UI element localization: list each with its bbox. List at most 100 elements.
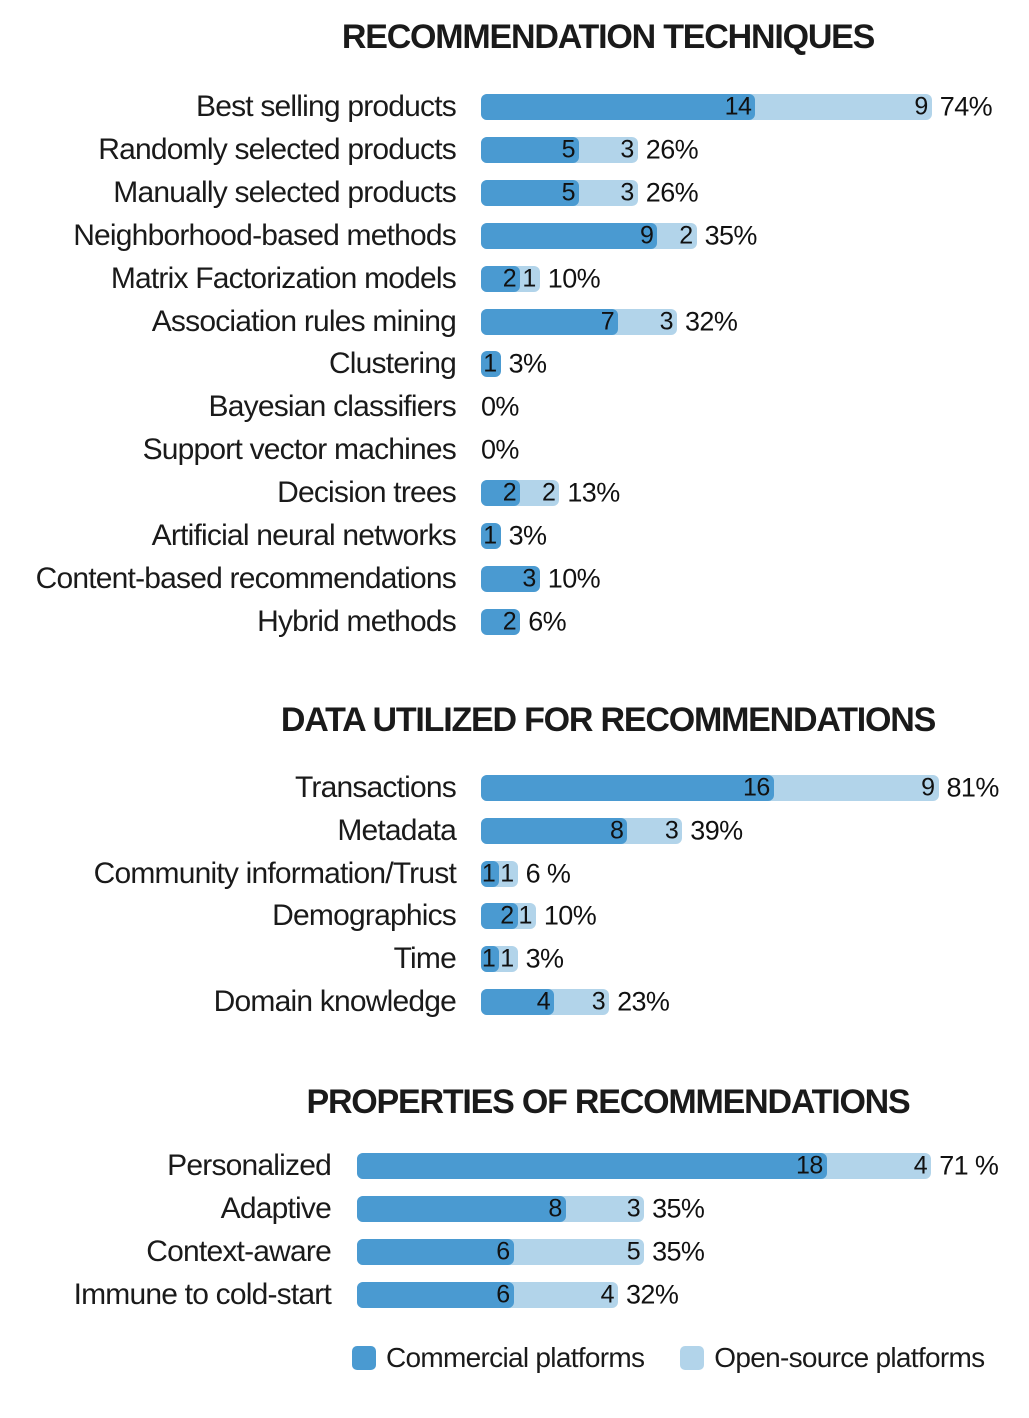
category-label: Hybrid methods <box>257 604 457 638</box>
legend-item-open-source: Open-source platforms <box>680 1342 985 1374</box>
bar-commercial <box>481 903 518 930</box>
value-label-open-source: 3 <box>659 307 674 335</box>
value-label-commercial: 3 <box>522 564 536 593</box>
legend: Commercial platforms Open-source platfor… <box>352 1340 1020 1376</box>
percent-label: 6 % <box>525 858 571 889</box>
percent-label: 39% <box>690 815 743 846</box>
value-label-open-source: 1 <box>522 264 536 293</box>
legend-swatch-commercial <box>352 1346 376 1370</box>
percent-label: 32% <box>685 306 738 336</box>
percent-label: 0% <box>481 434 519 465</box>
value-label-commercial: 2 <box>502 478 517 507</box>
value-label-open-source: 2 <box>679 221 693 250</box>
legend-swatch-open-source <box>680 1346 705 1370</box>
percent-label: 23% <box>617 986 670 1017</box>
category-label: Clustering <box>328 347 457 381</box>
percent-label: 81% <box>946 772 1000 803</box>
category-label: Matrix Factorization models <box>110 261 457 295</box>
bar-commercial <box>357 1196 566 1222</box>
value-label-open-source: 9 <box>914 92 928 121</box>
bar-commercial <box>481 608 521 635</box>
category-label: Context-aware <box>146 1235 332 1268</box>
value-label-commercial: 9 <box>639 221 654 250</box>
category-label: Domain knowledge <box>213 985 457 1018</box>
value-label-commercial: 7 <box>600 307 615 335</box>
value-label-commercial: 8 <box>609 816 624 845</box>
bar-commercial <box>481 480 521 507</box>
legend-item-commercial: Commercial platforms <box>352 1342 645 1374</box>
bar-commercial <box>481 565 540 592</box>
percent-label: 35% <box>704 220 758 251</box>
value-label-open-source: 2 <box>541 478 556 507</box>
category-label: Neighborhood-based methods <box>73 218 457 252</box>
value-label-open-source: 4 <box>913 1151 928 1180</box>
chart-title: PROPERTIES OF RECOMMENDATIONS <box>306 1083 910 1121</box>
percent-label: 10% <box>547 563 601 594</box>
bar-commercial <box>357 1153 827 1179</box>
percent-label: 35% <box>652 1193 705 1224</box>
bar-commercial <box>357 1239 514 1265</box>
value-label-open-source: 3 <box>591 987 606 1016</box>
percent-label: 71 % <box>939 1150 999 1181</box>
bar-commercial <box>481 860 500 887</box>
bar-commercial <box>481 265 521 292</box>
percent-label: 3% <box>525 943 564 974</box>
percent-label: 3% <box>508 348 547 379</box>
category-label: Association rules mining <box>151 304 457 338</box>
category-label: Demographics <box>272 899 457 933</box>
value-label-commercial: 16 <box>742 773 770 802</box>
value-label-commercial: 4 <box>536 987 551 1016</box>
category-label: Transactions <box>294 771 457 804</box>
percent-label: 35% <box>652 1236 705 1267</box>
bar-commercial <box>481 179 579 206</box>
value-label-open-source: 1 <box>500 944 514 973</box>
value-label-commercial: 1 <box>483 521 497 550</box>
bar-commercial <box>481 523 501 549</box>
bar-commercial <box>481 94 756 120</box>
bar-commercial <box>481 989 555 1015</box>
category-label: Metadata <box>337 813 456 847</box>
value-label-commercial: 5 <box>561 178 576 207</box>
category-label: Artificial neural networks <box>151 519 457 552</box>
percent-label: 0% <box>481 391 519 422</box>
percent-label: 26% <box>645 177 699 208</box>
value-label-commercial: 2 <box>500 901 514 930</box>
bar-commercial <box>357 1282 514 1308</box>
category-label: Support vector machines <box>142 433 457 467</box>
value-label-commercial: 8 <box>548 1194 562 1223</box>
chart-title: RECOMMENDATION TECHNIQUES <box>341 18 875 56</box>
category-label: Immune to cold-start <box>73 1278 332 1311</box>
bar-commercial <box>481 946 500 973</box>
value-label-commercial: 2 <box>502 607 517 636</box>
value-label-open-source: 1 <box>518 901 532 930</box>
value-label-commercial: 1 <box>481 859 496 888</box>
category-label: Content-based recommendations <box>35 561 457 595</box>
value-label-commercial: 18 <box>795 1151 823 1180</box>
percent-label: 10% <box>543 900 597 931</box>
category-label: Best selling products <box>195 90 457 123</box>
value-label-commercial: 1 <box>481 944 496 973</box>
bar-commercial <box>481 308 619 335</box>
value-label-open-source: 3 <box>620 178 634 207</box>
category-label: Time <box>393 942 457 976</box>
category-label: Decision trees <box>277 476 457 510</box>
value-label-commercial: 1 <box>483 349 497 378</box>
category-label: Bayesian classifiers <box>208 390 457 424</box>
value-label-commercial: 6 <box>496 1280 510 1309</box>
bar-commercial <box>481 136 579 163</box>
chart-title: DATA UTILIZED FOR RECOMMENDATIONS <box>280 701 936 739</box>
value-label-commercial: 5 <box>561 135 576 164</box>
category-label: Community information/Trust <box>93 856 457 890</box>
bar-commercial <box>481 351 501 378</box>
percent-label: 3% <box>508 520 547 551</box>
bar-commercial <box>481 775 774 801</box>
value-label-commercial: 6 <box>496 1237 510 1266</box>
percent-label: 74% <box>939 91 993 122</box>
value-label-commercial: 14 <box>724 92 752 121</box>
value-label-open-source: 3 <box>664 816 679 845</box>
category-label: Adaptive <box>220 1192 332 1225</box>
bar-commercial <box>481 222 658 249</box>
percent-label: 13% <box>567 477 620 508</box>
legend-label-commercial: Commercial platforms <box>386 1342 645 1373</box>
